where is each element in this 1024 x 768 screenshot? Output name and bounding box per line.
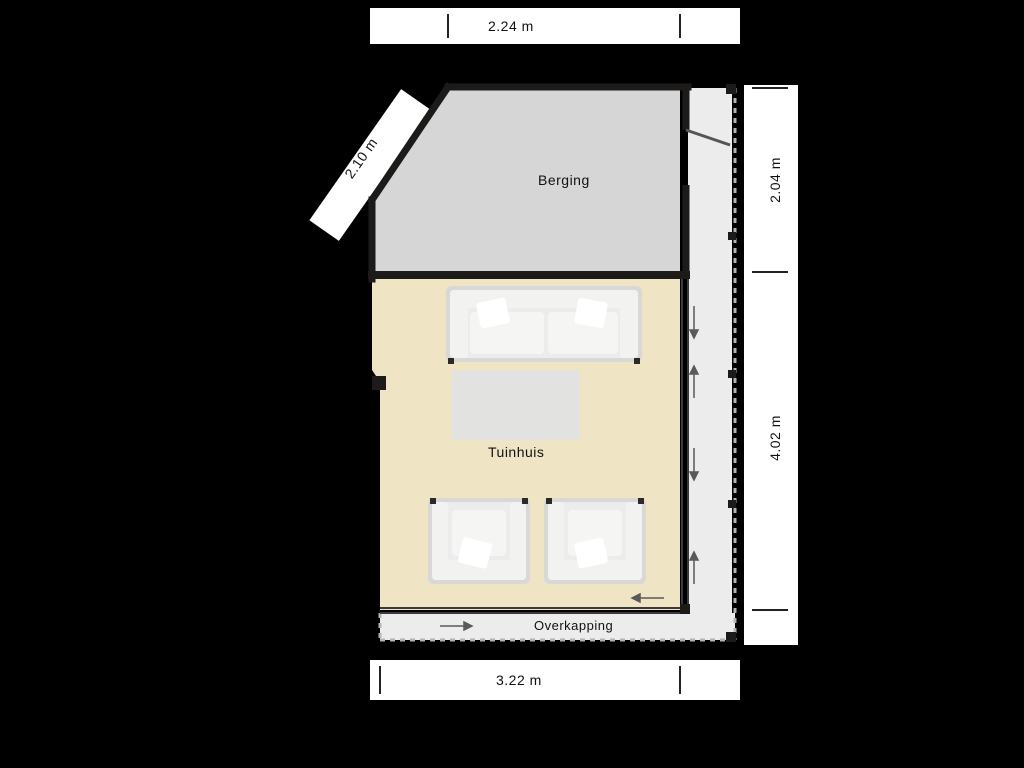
dim-bottom: 3.22 m: [496, 672, 542, 688]
dim-band-top: [370, 8, 740, 44]
sofa-top: [446, 286, 642, 364]
floorplan-svg: [0, 0, 1024, 768]
label-overkapping: Overkapping: [534, 618, 613, 633]
armchair-left: [428, 498, 530, 584]
floorplan-stage: 2.24 m 2.10 m 2.04 m 4.02 m 3.22 m Bergi…: [0, 0, 1024, 768]
dim-top: 2.24 m: [488, 18, 534, 34]
rug: [452, 370, 580, 440]
armchair-right: [544, 498, 646, 584]
dim-right-lower: 4.02 m: [767, 415, 783, 461]
label-berging: Berging: [538, 172, 590, 188]
dim-band-bottom: [370, 660, 740, 700]
label-tuinhuis: Tuinhuis: [488, 444, 544, 460]
dim-right-upper: 2.04 m: [767, 157, 783, 203]
